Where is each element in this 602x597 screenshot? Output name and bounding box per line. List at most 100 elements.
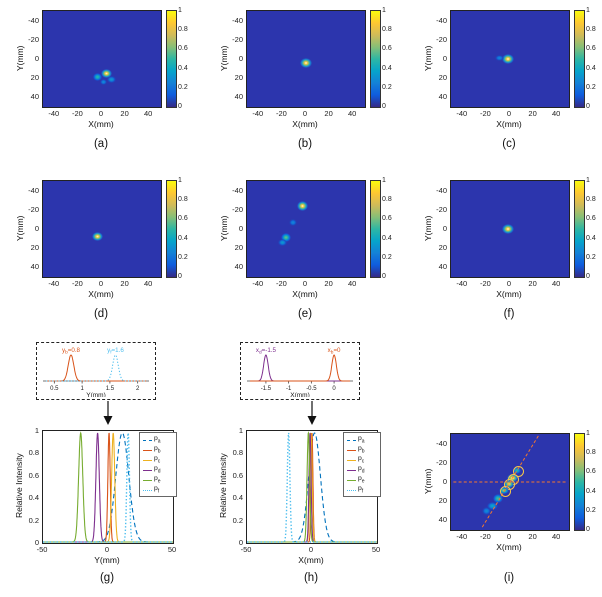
legend-box: pa pb pc pd pe pf <box>343 432 381 497</box>
legend-label: pb <box>358 445 365 455</box>
legend-line-sample <box>143 449 152 451</box>
colorbar <box>166 10 177 108</box>
colorbar-tick-label: 0.8 <box>586 196 596 204</box>
panel-letter: (b) <box>297 138 313 150</box>
x-tick-label: 40 <box>552 279 561 288</box>
colorbar-tick-label: 0.4 <box>586 234 596 242</box>
colorbar <box>370 10 381 108</box>
colorbar-tick-label: 0.2 <box>178 83 188 91</box>
zoom-arrow-icon <box>307 401 317 425</box>
legend-line-sample <box>347 489 356 491</box>
panel-letter: (h) <box>303 572 319 584</box>
y-tick-label: 0 <box>238 224 243 233</box>
panel-letter: (c) <box>502 138 516 150</box>
legend-label: pa <box>154 435 161 445</box>
colorbar-tick-label: 0.4 <box>586 487 596 495</box>
y-tick-label: -40 <box>28 185 39 195</box>
x-tick-label: -50 <box>240 545 252 554</box>
hotspot <box>277 238 288 247</box>
x-tick-label: 40 <box>348 109 357 118</box>
y-tick-label: -40 <box>232 15 243 25</box>
y-tick-label: -20 <box>28 34 39 44</box>
y-tick-label: 20 <box>438 496 447 506</box>
x-axis-label: Y(mm) <box>94 555 120 565</box>
x-tick-label: -20 <box>71 279 83 288</box>
y-tick-label: 0 <box>238 54 243 63</box>
x-tick-label: 40 <box>144 279 153 288</box>
panel-b: Y(mm) -40 -20 0 20 40 -40 -20 0 20 40 X(mm) 0 0.2 0.4 0… <box>210 2 410 156</box>
x-tick-label: -40 <box>456 532 468 541</box>
x-tick-label: 20 <box>528 532 537 541</box>
x-axis-label: X(mm) <box>298 555 324 565</box>
x-tick-label: -40 <box>48 279 60 288</box>
colorbar-tick-label: 0.6 <box>586 45 596 53</box>
colorbar-tick-label: 0.8 <box>178 196 188 204</box>
legend-line-sample <box>143 439 152 441</box>
colorbar-tick-label: 0 <box>586 103 590 110</box>
y-tick-label: 0.4 <box>28 493 39 503</box>
y-tick-label: -20 <box>232 204 243 214</box>
y-tick-label: -20 <box>436 457 447 467</box>
colorbar-tick-label: 0.4 <box>586 64 596 72</box>
colorbar <box>574 433 585 531</box>
y-tick-label: -20 <box>232 34 243 44</box>
hotspot <box>300 58 312 68</box>
panel-e: Y(mm) -40 -20 0 20 40 -40 -20 0 20 40 X(mm) 0 0.2 0.4 0… <box>210 172 410 326</box>
inset-peak-label: yb=0.8 <box>62 347 81 356</box>
hotspot <box>486 501 498 511</box>
x-axis-label: X(mm) <box>496 119 522 129</box>
x-tick-label: 0 <box>104 545 110 554</box>
panel-letter: (i) <box>503 572 515 584</box>
colorbar-tick-label: 0 <box>178 273 182 280</box>
inset-peak-label: xb=0 <box>328 347 341 356</box>
colorbar-tick-label: 0.2 <box>178 253 188 261</box>
hotspot <box>501 54 514 64</box>
legend-line-sample <box>143 489 152 491</box>
legend-item: pb <box>143 445 174 455</box>
x-tick-label: 20 <box>528 109 537 118</box>
legend-line-sample <box>347 449 356 451</box>
y-axis-label: Relative Intensity <box>14 453 24 519</box>
colorbar-tick-label: 1 <box>178 7 182 14</box>
panel-letter: (f) <box>503 308 515 320</box>
legend-item: pd <box>347 465 378 475</box>
colorbar <box>574 10 585 108</box>
legend-label: pf <box>154 485 160 495</box>
legend-line-sample <box>143 479 152 481</box>
inset-canvas: -1.5 -1 -0.5 0 X(mm) xd=-1.5 xb=0 <box>247 347 353 397</box>
y-tick-label: 0 <box>442 224 447 233</box>
colorbar-tick-label: 0.6 <box>586 468 596 476</box>
x-tick-label: -20 <box>479 109 491 118</box>
x-tick-label: -20 <box>71 109 83 118</box>
y-tick-label: 40 <box>30 262 39 272</box>
colorbar-tick-label: 0.2 <box>586 253 596 261</box>
x-tick-label: -40 <box>456 279 468 288</box>
x-tick-label: -20 <box>479 532 491 541</box>
y-tick-label: 40 <box>438 262 447 272</box>
x-tick-label: 0 <box>98 109 104 118</box>
y-tick-label: 0.6 <box>28 470 39 480</box>
x-tick-label: 20 <box>324 109 333 118</box>
legend-line-sample <box>143 469 152 471</box>
hotspot <box>495 54 504 62</box>
colorbar-tick-label: 0.2 <box>586 506 596 514</box>
colorbar-tick-label: 0.4 <box>382 64 392 72</box>
y-tick-label: 0.2 <box>28 515 39 525</box>
colorbar-tick-label: 1 <box>382 7 386 14</box>
colorbar <box>166 180 177 278</box>
y-tick-label: 20 <box>438 243 447 253</box>
y-axis-label: Relative Intensity <box>218 453 228 519</box>
hotspot <box>107 75 116 83</box>
heatmap-plot <box>246 180 366 278</box>
x-tick-label: 0 <box>302 109 308 118</box>
x-tick-label: -20 <box>275 109 287 118</box>
x-tick-label: 0 <box>506 109 512 118</box>
y-tick-label: 0 <box>442 54 447 63</box>
y-tick-label: 40 <box>30 92 39 102</box>
y-tick-label: 0.4 <box>232 493 243 503</box>
x-tick-label: 20 <box>528 279 537 288</box>
colorbar-tick-label: 0.4 <box>178 64 188 72</box>
y-tick-label: 40 <box>234 262 243 272</box>
heatmap-plot <box>450 180 570 278</box>
legend-box: pa pb pc pd pe pf <box>139 432 177 497</box>
